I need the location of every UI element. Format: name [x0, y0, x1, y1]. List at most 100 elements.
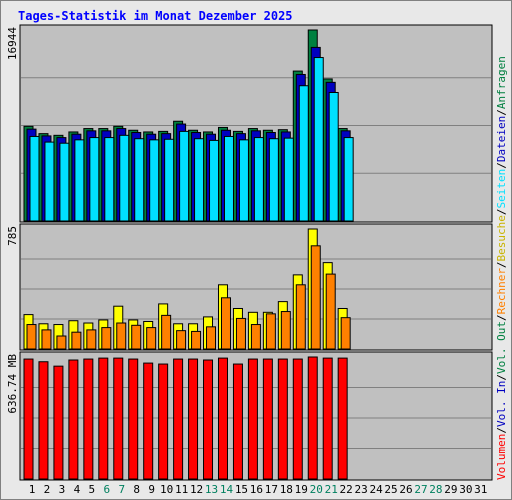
- bar-volumen-day-15: [232, 363, 243, 480]
- bar-volumen-day-21: [322, 357, 333, 480]
- x-tick-label: 17: [265, 483, 278, 496]
- bar-seiten-day-9: [149, 139, 160, 222]
- x-tick-label: 10: [160, 483, 173, 496]
- bar-volumen-day-5: [83, 358, 94, 480]
- legend-separator: /: [495, 208, 508, 215]
- y-max-label-top: 16944: [6, 27, 19, 60]
- x-tick-label: 12: [190, 483, 203, 496]
- bar-rechner-day-10: [161, 314, 172, 350]
- legend-item: Dateien: [495, 116, 508, 162]
- x-tick-label: 13: [205, 483, 218, 496]
- bar-seiten-day-14: [223, 135, 234, 222]
- legend-item: Vol. Out: [495, 321, 508, 374]
- bar-rechner-day-2: [41, 329, 52, 350]
- bar-seiten-day-21: [328, 91, 339, 222]
- bar-seiten-day-20: [313, 57, 324, 222]
- bar-volumen-day-2: [38, 361, 49, 480]
- bar-volumen-day-9: [143, 362, 154, 480]
- chart-title: Tages-Statistik im Monat Dezember 2025: [18, 9, 293, 23]
- bar-rechner-day-8: [131, 324, 142, 350]
- bar-volumen-day-13: [203, 359, 214, 480]
- x-tick-label: 11: [175, 483, 188, 496]
- x-tick-label: 19: [295, 483, 308, 496]
- bar-volumen-day-22: [337, 357, 348, 480]
- panel-top: 16944: [6, 24, 493, 223]
- bar-seiten-day-7: [119, 134, 130, 222]
- bar-rechner-day-5: [86, 329, 97, 350]
- bar-volumen-day-7: [113, 357, 124, 480]
- bar-rechner-day-7: [116, 322, 127, 350]
- bar-volumen-day-4: [68, 359, 79, 480]
- bar-rechner-day-21: [325, 273, 336, 350]
- x-tick-label: 21: [325, 483, 338, 496]
- bar-volumen-day-14: [217, 357, 228, 480]
- bar-rechner-day-19: [295, 284, 306, 350]
- panel-middle: 785: [6, 223, 493, 351]
- x-tick-label: 9: [148, 483, 155, 496]
- bar-volumen-day-20: [307, 356, 318, 480]
- x-tick-label: 6: [103, 483, 110, 496]
- bar-seiten-day-19: [298, 85, 309, 222]
- bar-volumen-day-17: [262, 358, 273, 480]
- legend-item: Vol. In: [495, 381, 508, 427]
- x-tick-label: 1: [29, 483, 36, 496]
- bar-rechner-day-11: [176, 330, 187, 350]
- bar-rechner-day-3: [56, 335, 67, 350]
- bar-volumen-day-8: [128, 358, 139, 480]
- bar-seiten-day-2: [44, 141, 55, 222]
- x-tick-label: 4: [74, 483, 81, 496]
- legend-item: Besuche: [495, 215, 508, 261]
- legend-separator: /: [495, 314, 508, 321]
- y-max-label-middle: 785: [6, 226, 19, 246]
- bar-volumen-day-16: [247, 358, 258, 480]
- bar-seiten-day-18: [283, 137, 294, 222]
- bar-seiten-day-17: [268, 138, 279, 222]
- bar-rechner-day-15: [235, 317, 246, 350]
- y-max-label-bottom: 636.74 MB: [6, 354, 19, 414]
- bar-rechner-day-14: [220, 297, 231, 350]
- bar-seiten-day-3: [59, 142, 70, 222]
- legend-item: Rechner: [495, 268, 508, 315]
- bar-volumen-day-3: [53, 365, 64, 480]
- bar-volumen-day-19: [292, 358, 303, 480]
- x-tick-label: 29: [444, 483, 457, 496]
- x-tick-label: 16: [250, 483, 263, 496]
- x-tick-label: 28: [429, 483, 442, 496]
- bar-seiten-day-11: [179, 130, 190, 222]
- bar-volumen-day-1: [23, 358, 34, 480]
- x-tick-label: 14: [220, 483, 234, 496]
- legend-separator: /: [495, 427, 508, 434]
- legend-separator: /: [495, 109, 508, 116]
- bar-seiten-day-22: [343, 137, 354, 222]
- legend-item: Volumen: [495, 434, 508, 480]
- bar-rechner-day-4: [71, 331, 82, 350]
- bar-rechner-day-1: [26, 324, 37, 350]
- bar-seiten-day-16: [253, 137, 264, 222]
- bar-seiten-day-15: [238, 139, 249, 222]
- bar-rechner-day-22: [340, 317, 351, 350]
- x-tick-label: 18: [280, 483, 293, 496]
- bar-volumen-day-18: [277, 358, 288, 480]
- x-tick-label: 5: [89, 483, 96, 496]
- x-tick-label: 3: [59, 483, 66, 496]
- bar-rechner-day-17: [265, 313, 276, 350]
- bar-rechner-day-6: [101, 327, 112, 350]
- bar-volumen-day-6: [98, 357, 109, 480]
- bar-seiten-day-12: [194, 138, 205, 222]
- bar-seiten-day-1: [29, 135, 40, 222]
- right-legend: Volumen/Vol. In/Vol. Out/Rechner/Besuche…: [495, 56, 508, 480]
- x-tick-label: 7: [118, 483, 125, 496]
- bar-seiten-day-6: [104, 137, 115, 222]
- bar-rechner-day-16: [250, 324, 261, 350]
- legend-separator: /: [495, 162, 508, 169]
- x-tick-label: 22: [340, 483, 353, 496]
- bar-rechner-day-12: [191, 330, 202, 350]
- bar-rechner-day-9: [146, 327, 157, 350]
- x-tick-label: 24: [369, 483, 383, 496]
- x-tick-label: 20: [310, 483, 323, 496]
- bar-rechner-day-13: [206, 326, 217, 350]
- bar-volumen-day-11: [173, 358, 184, 480]
- bar-seiten-day-4: [74, 139, 85, 222]
